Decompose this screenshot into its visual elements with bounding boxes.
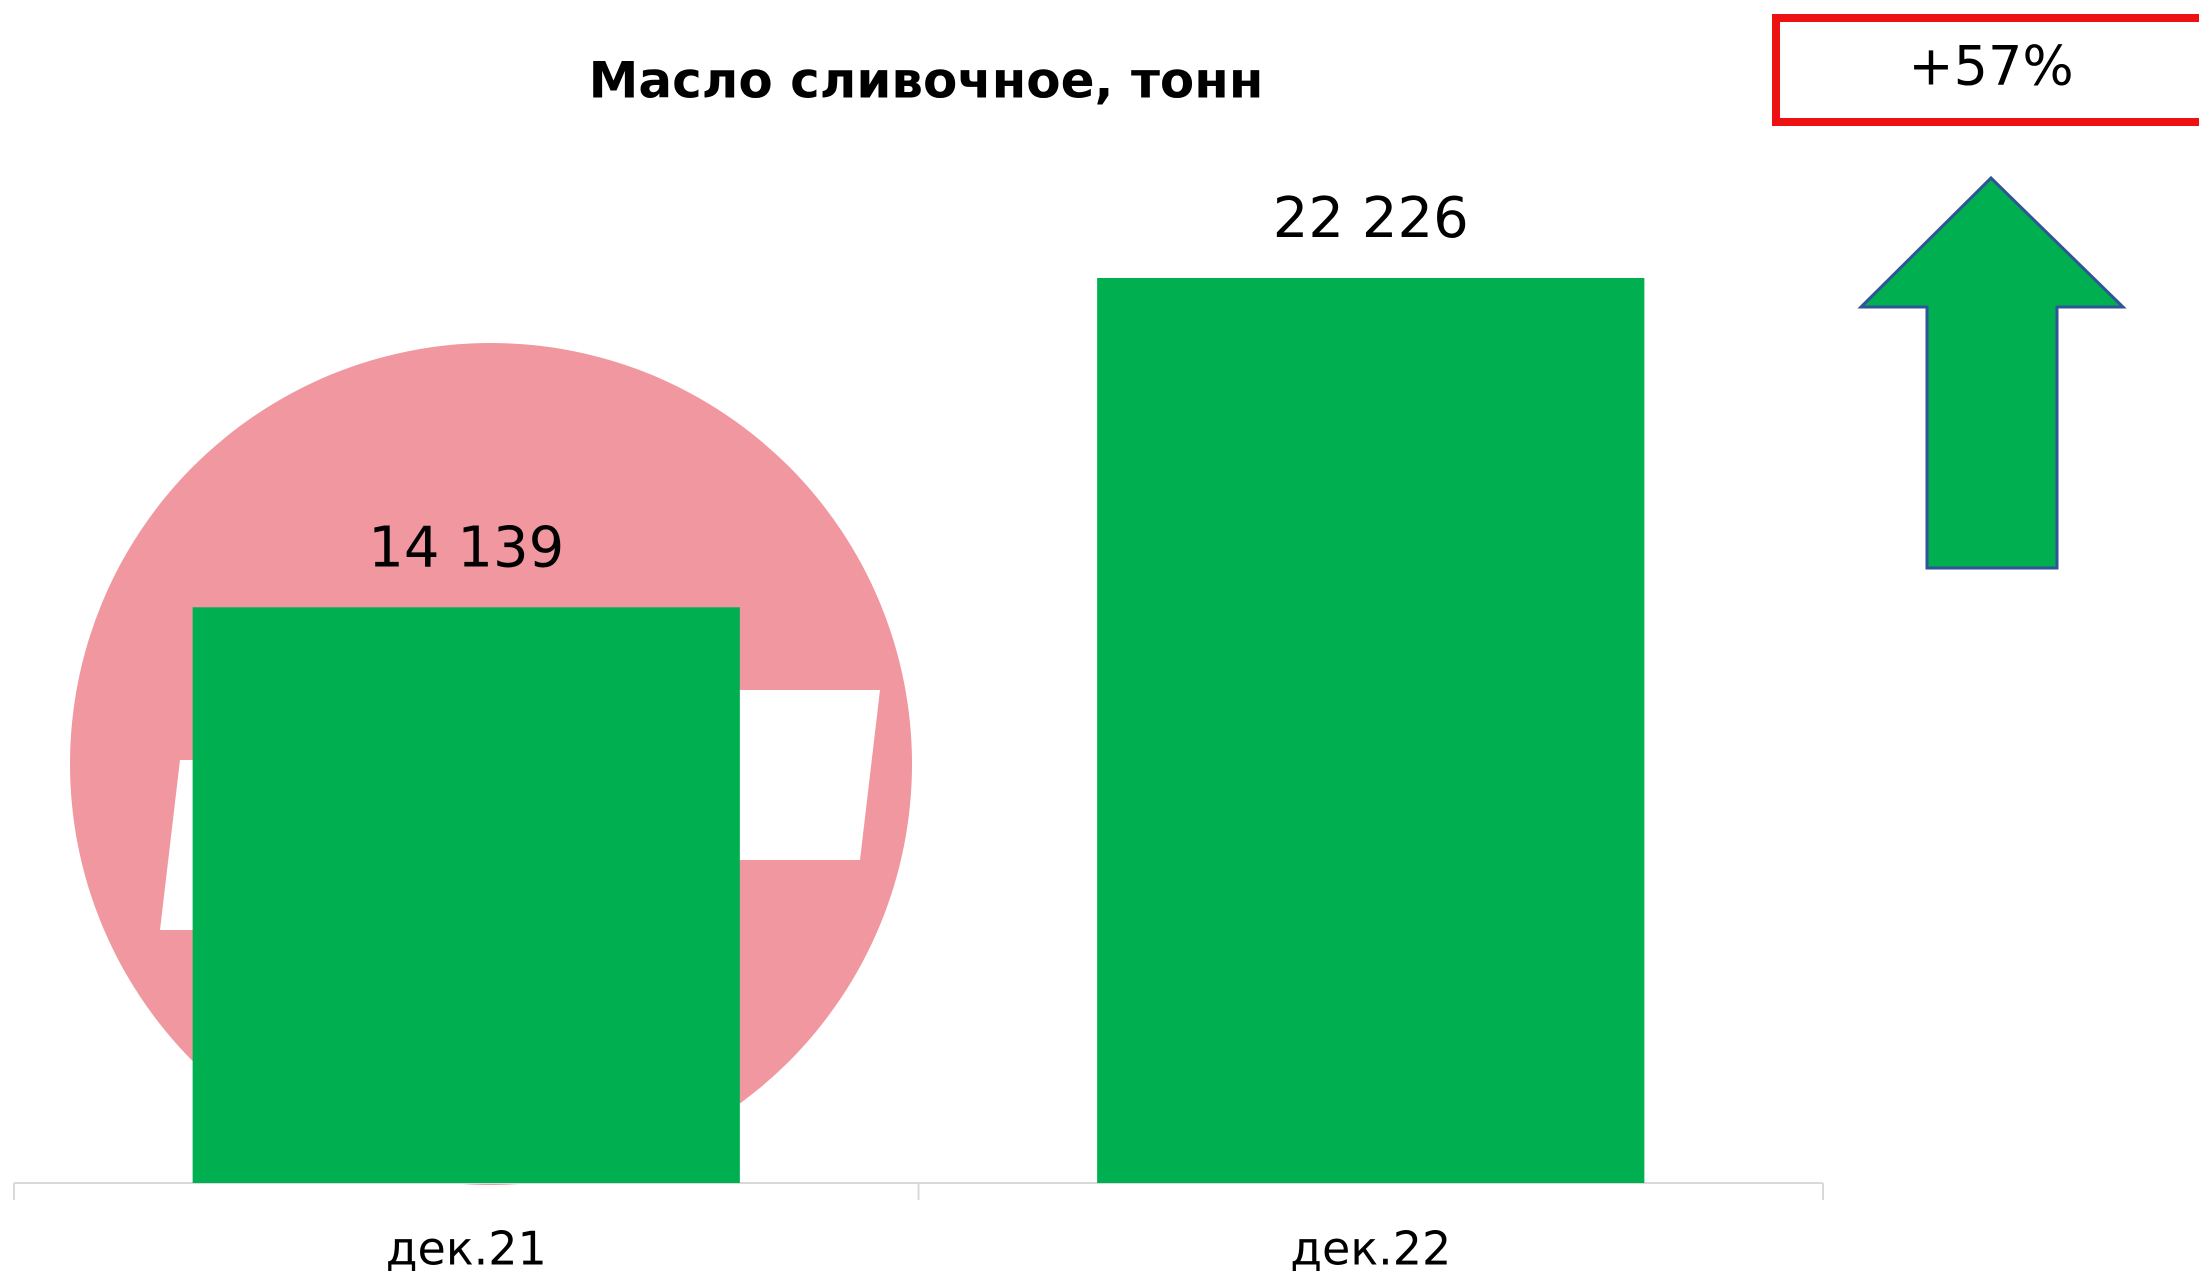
annotation-box: +57%: [1772, 14, 2199, 126]
annotation-frame: [1772, 14, 2199, 126]
x-tick-label: дек.22: [1290, 1222, 1451, 1276]
x-tick-label: дек.21: [386, 1222, 547, 1276]
value-label: 14 139: [368, 515, 564, 580]
bar: [1097, 278, 1645, 1183]
watermark-shape: [700, 690, 880, 860]
value-label: 22 226: [1273, 186, 1469, 251]
annotation: +57%: [1908, 35, 2073, 98]
up-arrow: [1857, 175, 2127, 570]
bar: [192, 607, 740, 1183]
chart-title: Масло сливочное, тонн: [589, 52, 1264, 110]
